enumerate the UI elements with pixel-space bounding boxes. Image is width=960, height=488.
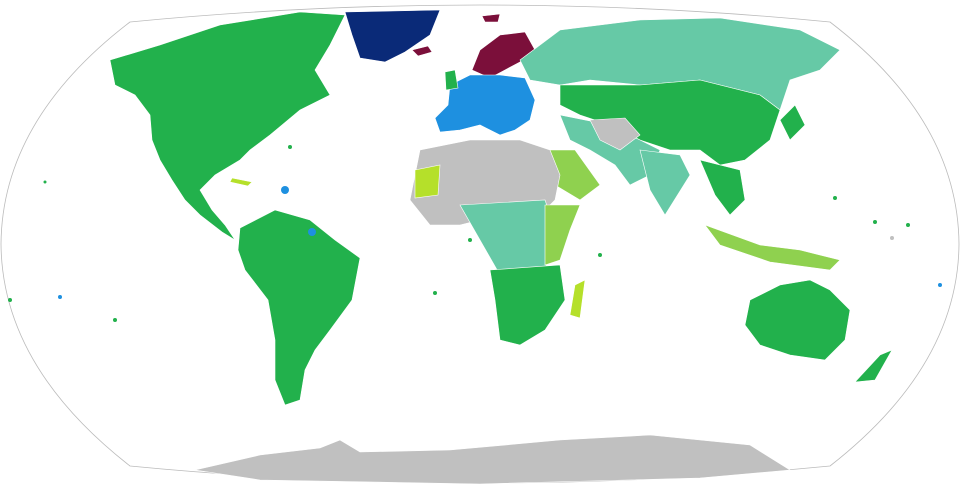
island — [890, 236, 894, 240]
island — [433, 291, 437, 295]
island — [8, 298, 12, 302]
island — [598, 253, 602, 257]
greenland — [344, 9, 441, 63]
island — [113, 318, 117, 322]
madagascar — [569, 279, 586, 319]
japan — [779, 104, 806, 141]
southeast-asia — [699, 159, 746, 216]
india — [639, 149, 691, 216]
antarctica — [194, 434, 791, 485]
iceland — [411, 45, 433, 57]
islands — [8, 145, 942, 322]
island — [833, 196, 837, 200]
africa-east — [544, 204, 581, 266]
north-america — [109, 11, 346, 241]
indonesia — [704, 224, 841, 271]
south-america — [237, 209, 361, 406]
island — [43, 180, 47, 184]
africa-south — [489, 264, 566, 346]
russia — [519, 17, 841, 111]
island — [938, 283, 942, 287]
island — [58, 295, 62, 299]
europe — [434, 74, 536, 136]
guiana — [308, 228, 316, 236]
uk — [444, 69, 459, 91]
africa-sahel — [414, 164, 441, 199]
svalbard — [481, 13, 501, 23]
caribbean — [229, 177, 253, 187]
caribbean-island — [281, 186, 289, 194]
australia — [744, 279, 851, 361]
island — [873, 220, 877, 224]
new-zealand — [854, 349, 893, 383]
central-asia-grey — [589, 117, 641, 151]
island — [906, 223, 910, 227]
island — [288, 145, 292, 149]
island — [468, 238, 472, 242]
